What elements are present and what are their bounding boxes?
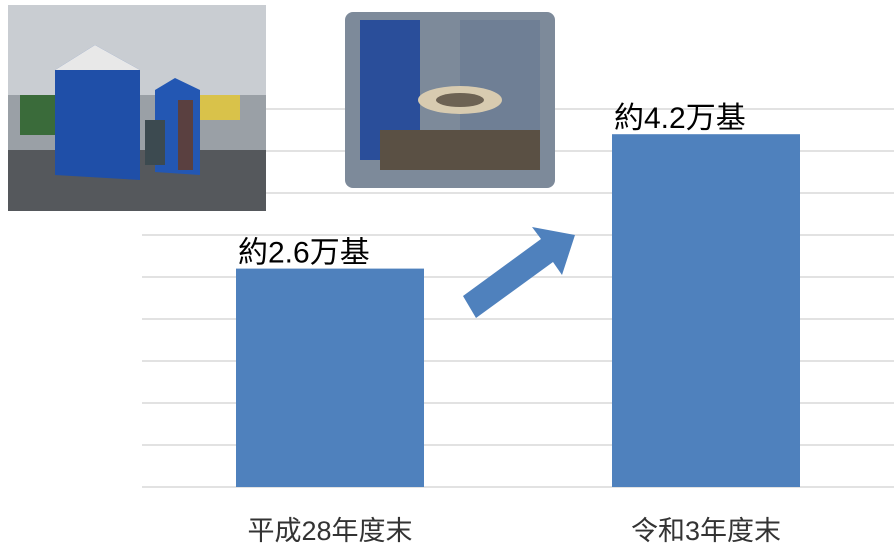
value-label: 約4.2万基 bbox=[614, 102, 746, 135]
page: {"chart_data": {"type": "bar", "categori… bbox=[0, 0, 894, 549]
photo-toilet bbox=[345, 12, 555, 188]
chart: 平成28年度末 約2.6万基令和3年度末 約4.2万基 bbox=[0, 0, 894, 549]
x-tick-label: 令和3年度末 bbox=[631, 516, 781, 546]
x-tick-label: 平成28年度末 bbox=[247, 516, 412, 546]
bar bbox=[612, 134, 800, 487]
value-label: 約2.6万基 bbox=[238, 237, 370, 270]
photo-tents bbox=[8, 5, 266, 211]
bar bbox=[236, 269, 424, 487]
arrow bbox=[463, 227, 575, 318]
